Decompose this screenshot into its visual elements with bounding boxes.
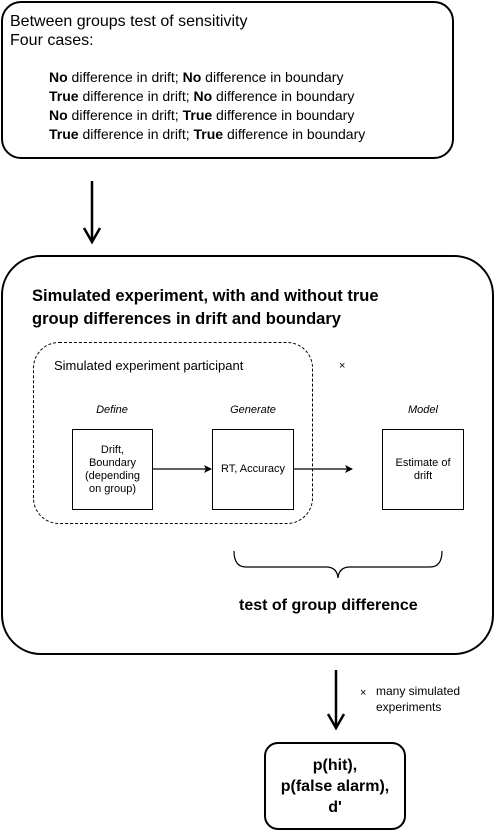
case-list: No difference in drift; No difference in…	[49, 68, 365, 144]
result-box: p(hit), p(false alarm), d'	[264, 742, 406, 830]
simulated-experiment-title: Simulated experiment, with and without t…	[32, 287, 379, 328]
define-label: Define	[96, 404, 128, 416]
participant-multiplier-symbol: ×	[339, 360, 346, 372]
simulated-experiment-box	[1, 255, 494, 655]
generate-box: RT, Accuracy	[212, 429, 294, 510]
model-label: Model	[408, 404, 438, 416]
cases-subtitle: Four cases:	[10, 32, 94, 49]
case-item: True difference in drift; True differenc…	[49, 126, 366, 142]
brace-label: test of group difference	[239, 597, 418, 614]
model-box: Estimate of drift	[382, 429, 464, 510]
cases-box	[1, 1, 454, 159]
experiments-multiplier-symbol: ×	[360, 687, 367, 699]
cases-title: Between groups test of sensitivity	[10, 13, 248, 30]
case-item: No difference in drift; No difference in…	[49, 69, 344, 85]
arrow-down-icon	[82, 181, 102, 245]
define-box: Drift, Boundary (depending on group)	[72, 429, 153, 510]
arrow-down-icon	[326, 670, 346, 731]
many-experiments-label: many simulated experiments	[376, 684, 461, 714]
cases-header: Between groups test of sensitivity Four …	[10, 12, 247, 50]
participant-label: Simulated experiment participant	[54, 358, 244, 373]
case-item: No difference in drift; True difference …	[49, 107, 355, 123]
curly-brace-icon	[233, 550, 443, 579]
participant-region	[33, 342, 313, 524]
generate-label: Generate	[230, 404, 276, 416]
case-item: True difference in drift; No difference …	[49, 88, 355, 104]
